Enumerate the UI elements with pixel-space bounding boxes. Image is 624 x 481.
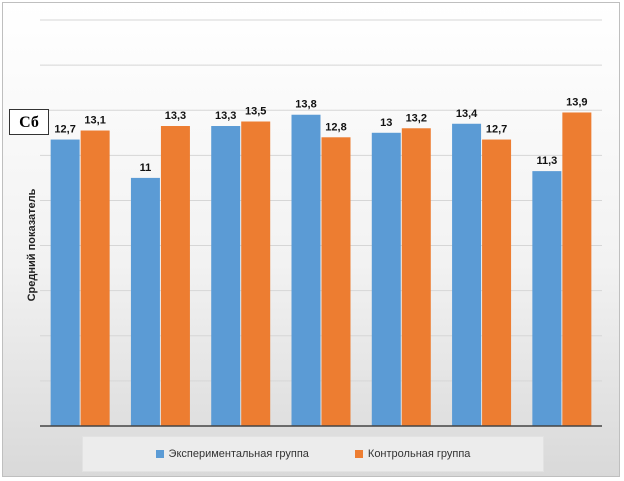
legend-label-experimental: Экспериментальная группа: [168, 448, 309, 460]
bar-control-1: [80, 130, 110, 426]
bar-experimental-2: [130, 177, 160, 426]
badge-label: Сб: [9, 109, 49, 135]
value-label: 13,2: [406, 112, 427, 124]
gridlines: [40, 19, 602, 382]
bar-control-5: [401, 128, 431, 426]
value-labels: 12,7 11 13,3 13,8 13 13,4 11,3 13,1 13,3 13,5 12,8…: [54, 96, 587, 173]
bar-control-2: [160, 126, 190, 426]
value-label: 13,5: [245, 106, 266, 118]
bar-control-7: [562, 112, 592, 426]
bar-experimental-7: [532, 171, 562, 426]
legend-label-control: Контрольная группа: [367, 448, 471, 460]
value-label: 11: [140, 162, 152, 174]
legend-item-experimental: Экспериментальная группа: [155, 448, 309, 460]
bar-experimental-5: [371, 132, 401, 426]
bar-control-6: [482, 139, 512, 427]
value-label: 13: [380, 117, 392, 129]
value-label: 12,7: [486, 124, 507, 136]
bar-experimental-3: [211, 126, 241, 426]
legend-item-control: Контрольная группа: [354, 448, 471, 460]
bar-experimental-1: [50, 139, 80, 427]
bar-control-4: [321, 137, 351, 427]
bar-experimental-6: [452, 123, 482, 426]
legend: Экспериментальная группа Контрольная гру…: [82, 436, 544, 472]
value-label: 12,8: [325, 121, 346, 133]
value-label: 13,3: [215, 110, 236, 122]
value-label: 11,3: [536, 155, 557, 167]
legend-swatch-experimental: [155, 450, 164, 458]
legend-swatch-control: [354, 450, 363, 458]
bar-experimental-4: [291, 114, 321, 426]
value-label: 12,7: [54, 124, 75, 136]
value-label: 13,9: [566, 96, 587, 108]
value-label: 13,4: [456, 108, 478, 120]
bar-control-3: [241, 121, 271, 426]
value-label: 13,1: [84, 115, 105, 127]
y-axis-label: Средний показатель: [26, 188, 38, 301]
bars: [50, 112, 592, 427]
value-label: 13,3: [165, 110, 186, 122]
value-label: 13,8: [295, 99, 316, 111]
